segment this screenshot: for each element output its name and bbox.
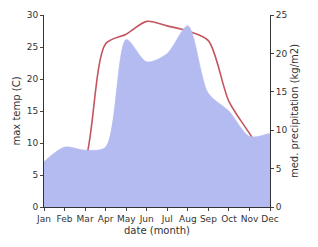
svg-text:Jul: Jul — [161, 214, 173, 224]
svg-text:5: 5 — [32, 170, 38, 180]
svg-text:med. precipitation (kg/m2): med. precipitation (kg/m2) — [289, 44, 300, 178]
svg-text:Nov: Nov — [241, 214, 259, 224]
svg-text:30: 30 — [27, 10, 39, 20]
svg-text:date (month): date (month) — [124, 225, 190, 236]
svg-text:25: 25 — [276, 10, 287, 20]
svg-text:Jun: Jun — [139, 214, 154, 224]
svg-text:20: 20 — [27, 74, 39, 84]
svg-text:Mar: Mar — [77, 214, 94, 224]
svg-text:5: 5 — [276, 164, 282, 174]
svg-text:0: 0 — [32, 202, 38, 212]
svg-text:Feb: Feb — [57, 214, 73, 224]
svg-text:15: 15 — [27, 106, 38, 116]
svg-text:Dec: Dec — [261, 214, 278, 224]
svg-text:Apr: Apr — [98, 214, 114, 224]
svg-text:max temp (C): max temp (C) — [11, 76, 22, 145]
svg-text:15: 15 — [276, 87, 287, 97]
svg-text:Aug: Aug — [179, 214, 197, 224]
svg-text:20: 20 — [276, 49, 288, 59]
svg-text:Sep: Sep — [200, 214, 217, 224]
svg-text:10: 10 — [276, 125, 288, 135]
svg-text:May: May — [117, 214, 136, 224]
svg-text:0: 0 — [276, 202, 282, 212]
svg-text:Oct: Oct — [221, 214, 237, 224]
svg-text:Jan: Jan — [36, 214, 51, 224]
svg-text:10: 10 — [27, 138, 39, 148]
svg-text:25: 25 — [27, 42, 38, 52]
